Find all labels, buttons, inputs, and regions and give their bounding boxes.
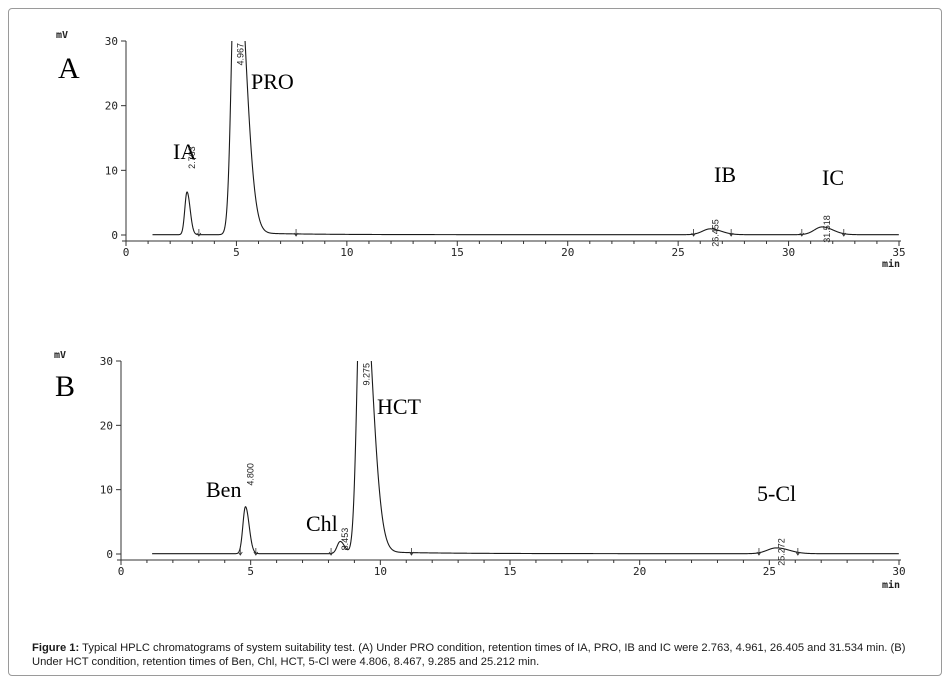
panel-b-integration-marker — [756, 548, 762, 556]
panel-a-retention-time-label: 26.455 — [710, 219, 720, 247]
panel-a-retention-time-label: 4.967 — [236, 43, 246, 66]
panel-b-peak-name: 5-Cl — [757, 481, 796, 506]
panel-b-trace — [152, 361, 899, 555]
panel-a-y-tick-label: 10 — [105, 164, 118, 177]
panel-a-x-tick-label: 15 — [451, 246, 464, 259]
panel-a-retention-time-label: 31.518 — [822, 215, 832, 243]
panel-b-retention-time-label: 9.275 — [362, 363, 372, 386]
panel-a-integration-marker — [196, 229, 202, 237]
panel-b-x-tick-label: 15 — [503, 565, 516, 578]
panel-b-retention-time-label: 8.453 — [340, 528, 350, 551]
panel-b-peak-name: Ben — [206, 477, 241, 502]
panel-b-y-tick-label: 30 — [100, 355, 113, 368]
panel-b-y-tick-label: 10 — [100, 484, 113, 497]
panel-b-integration-marker — [409, 548, 414, 556]
panel-a-x-unit-label: min — [882, 258, 900, 270]
panel-b-integration-marker — [328, 548, 334, 556]
panel-b-x-tick-label: 0 — [118, 565, 125, 578]
panel-a-x-tick-label: 35 — [892, 246, 905, 259]
panel-a-peak-name: IA — [173, 139, 196, 164]
panel-b-integration-marker — [795, 548, 801, 556]
panel-b-retention-time-label: 25.272 — [776, 538, 786, 566]
panel-a-integration-marker — [799, 229, 805, 237]
panel-b-x-tick-label: 25 — [763, 565, 776, 578]
panel-a-retention-time-label: 2.763 — [187, 146, 197, 169]
panel-a-peak-name: IC — [822, 165, 844, 190]
panel-a-peak-name: PRO — [251, 69, 294, 94]
panel-b-y-tick-label: 20 — [100, 419, 113, 432]
panel-a-y-unit-label: mV — [56, 30, 68, 41]
caption-text: Typical HPLC chromatograms of system sui… — [32, 642, 906, 668]
panel-b-x-unit-label: min — [882, 579, 900, 591]
figure-frame — [8, 8, 942, 676]
panel-b-retention-time-label: 4.800 — [245, 463, 255, 486]
panel-b-x-tick-label: 20 — [633, 565, 646, 578]
panel-b-integration-marker — [237, 548, 243, 556]
panel-a-peak-name: IB — [714, 162, 736, 187]
panel-a-x-tick-label: 30 — [782, 246, 795, 259]
figure-caption: Figure 1: Typical HPLC chromatograms of … — [32, 641, 937, 669]
panel-a-letter: A — [58, 52, 80, 85]
panel-a-y-tick-label: 30 — [105, 35, 118, 48]
panel-b-x-tick-label: 30 — [892, 565, 905, 578]
panel-a-x-tick-label: 20 — [561, 246, 574, 259]
panel-a-x-tick-label: 0 — [123, 246, 130, 259]
caption-label: Figure 1: — [32, 642, 80, 654]
panel-a-integration-marker — [841, 229, 847, 237]
panel-a-x-tick-label: 5 — [233, 246, 240, 259]
panel-a-x-tick-label: 10 — [340, 246, 353, 259]
panel-b-peak-name: Chl — [306, 511, 338, 536]
panel-a-y-tick-label: 20 — [105, 100, 118, 113]
panel-b-integration-marker — [253, 548, 259, 556]
panel-b-peak-name: HCT — [377, 394, 422, 419]
panel-a-integration-marker — [691, 229, 696, 237]
panel-a-integration-marker — [728, 229, 734, 237]
panel-b-x-tick-label: 10 — [374, 565, 387, 578]
panel-b-x-tick-label: 5 — [247, 565, 254, 578]
panel-a-x-tick-label: 25 — [672, 246, 685, 259]
panel-a-y-tick-label: 0 — [111, 229, 118, 242]
panel-b-y-tick-label: 0 — [106, 548, 113, 561]
panel-a-integration-marker — [293, 229, 299, 237]
panel-b-y-unit-label: mV — [54, 350, 66, 361]
panel-b-letter: B — [55, 370, 75, 403]
chromatogram-figure: 0 10 20 30 0 5 10 15 20 25 30 35 mV min A IA2.763 PRO 4.9… — [54, 30, 906, 591]
panel-a-trace — [152, 41, 899, 236]
